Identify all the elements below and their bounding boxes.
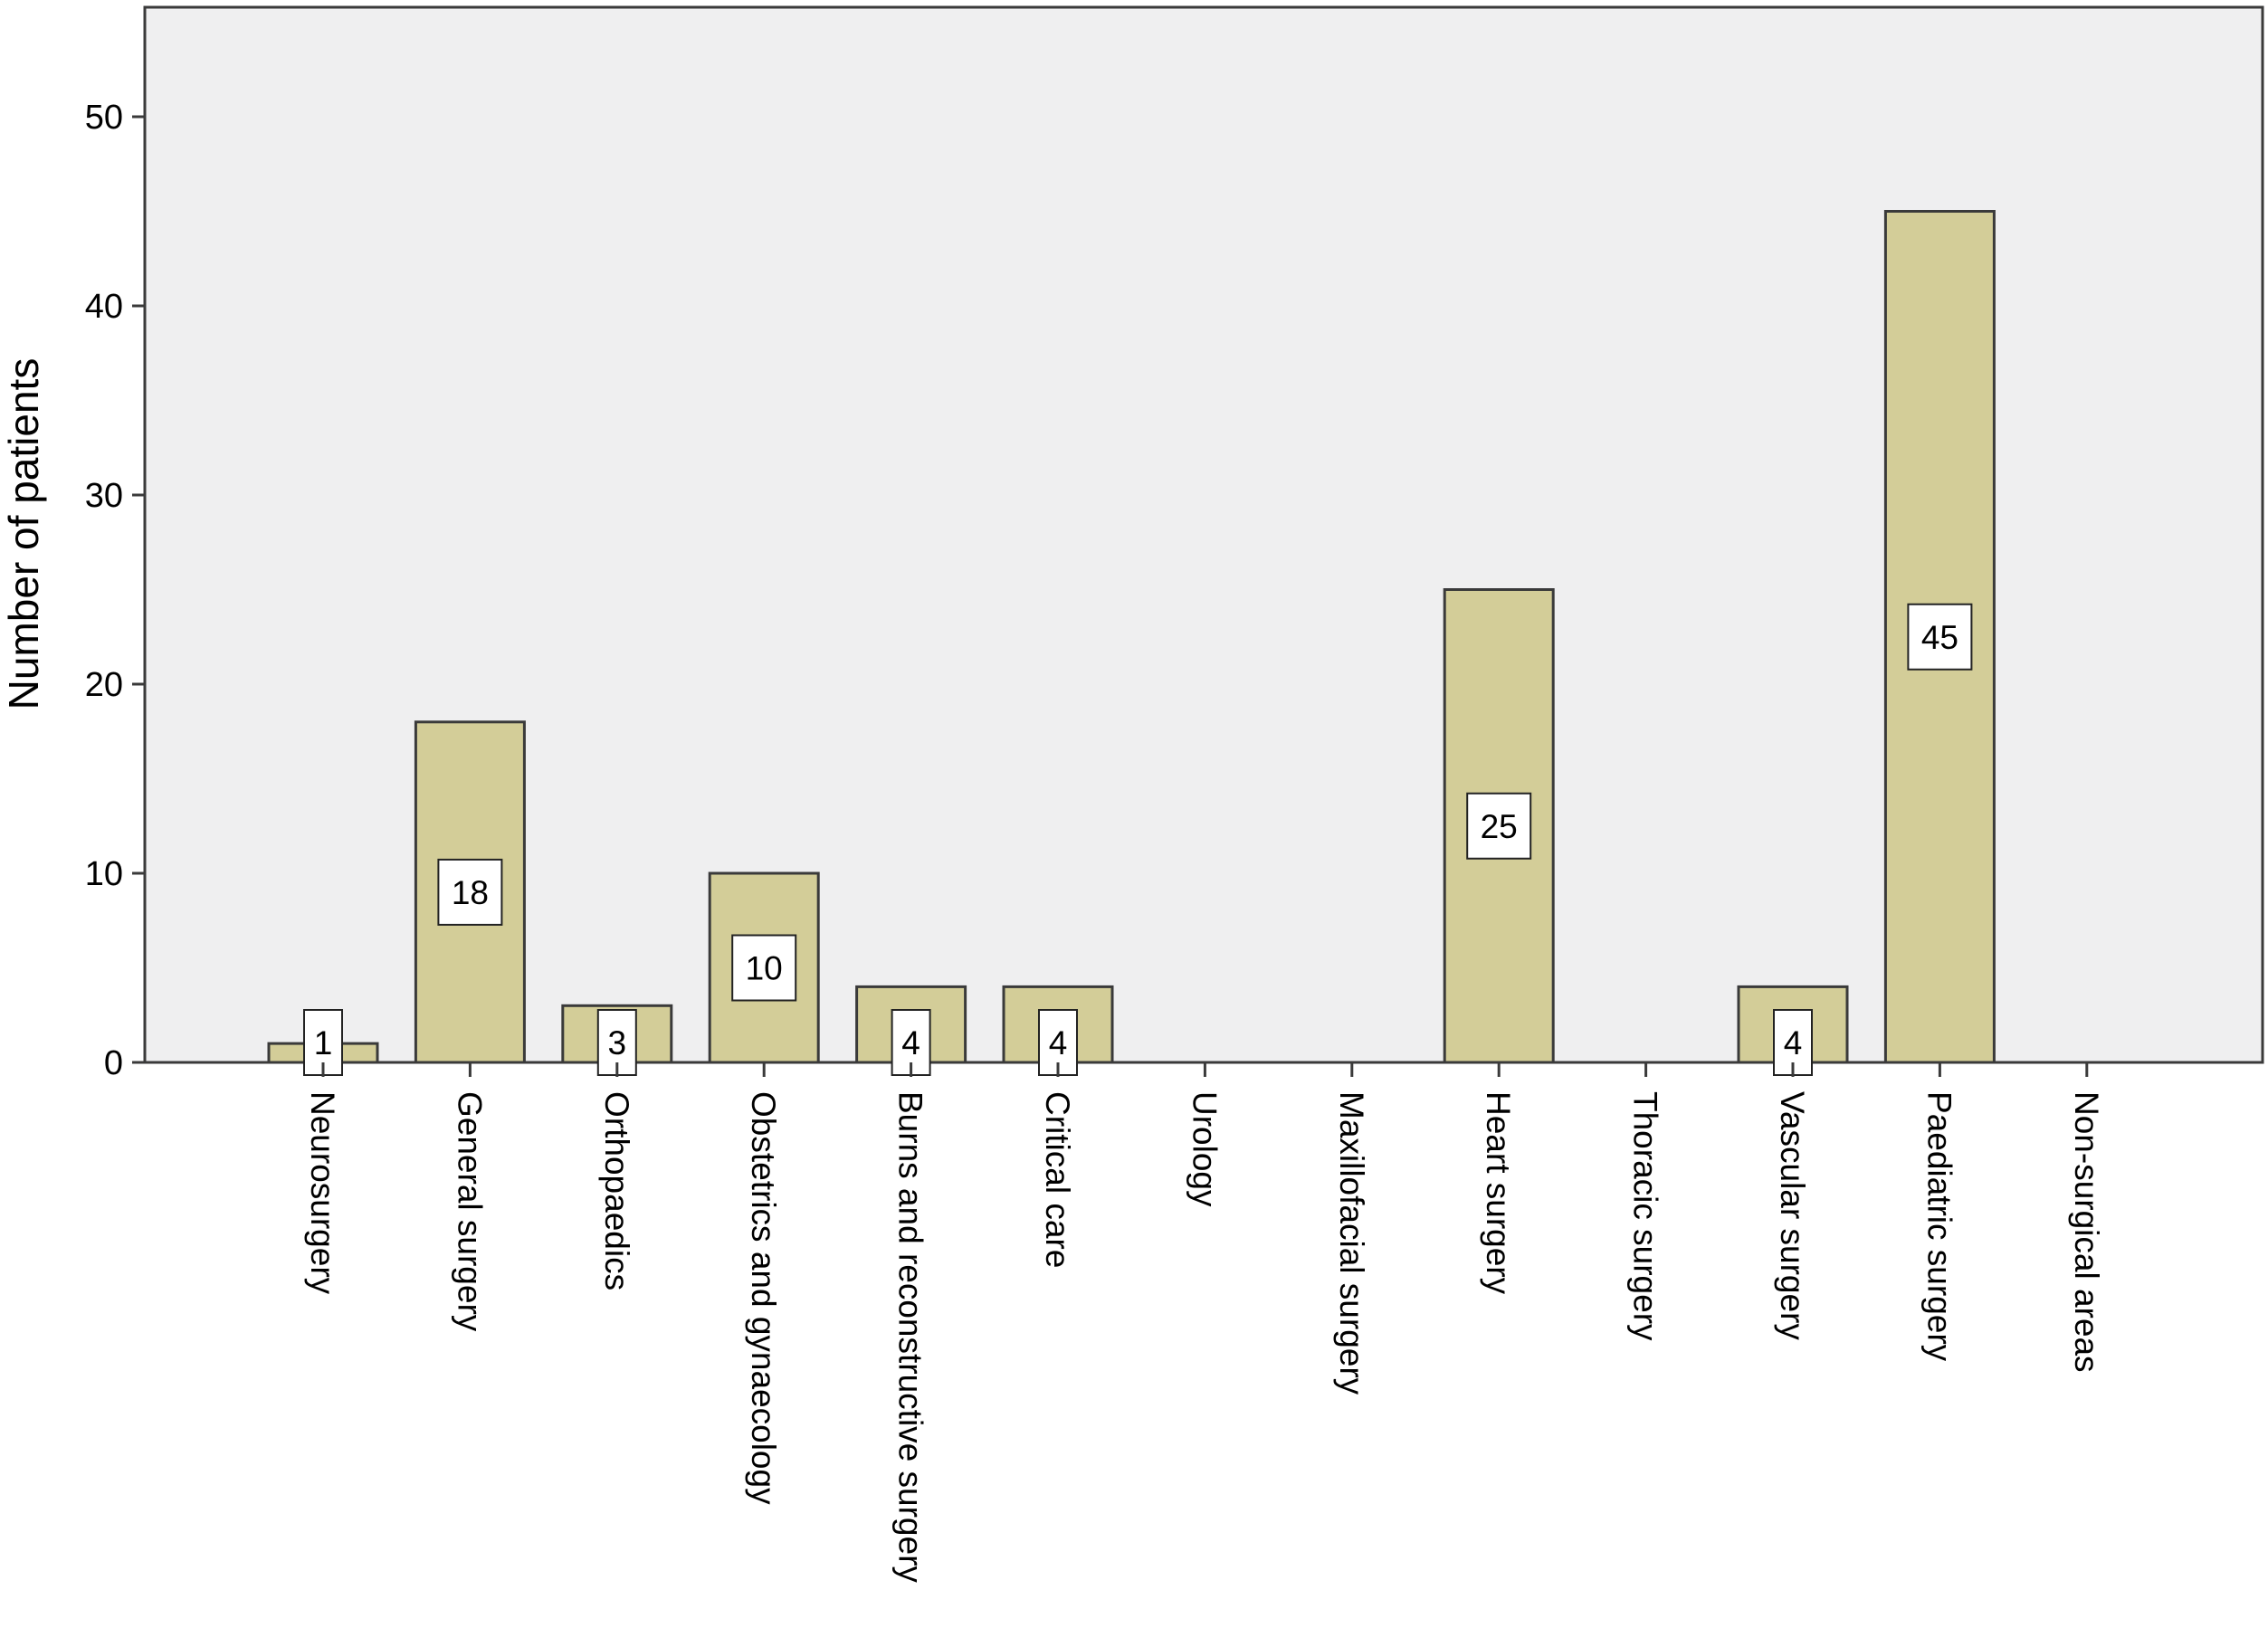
x-tick-label: General surgery [451, 1091, 488, 1332]
y-tick-label: 10 [85, 855, 123, 893]
data-label: 10 [746, 950, 783, 987]
data-label: 4 [901, 1024, 920, 1062]
x-tick-label: Vascular surgery [1774, 1091, 1811, 1340]
y-tick-label: 30 [85, 477, 123, 515]
data-label: 4 [1784, 1024, 1803, 1062]
x-tick-label: Critical care [1039, 1091, 1076, 1268]
x-tick-label: Heart surgery [1480, 1091, 1517, 1295]
x-tick-label: Orthopaedics [598, 1091, 635, 1290]
data-label-box [1466, 792, 1532, 860]
data-label: 1 [314, 1024, 333, 1062]
x-axis: Neurosurgery General surgery Orthopaedics O… [304, 1062, 2105, 1583]
y-tick-label: 20 [85, 666, 123, 704]
y-tick-label: 50 [85, 99, 123, 137]
x-tick-label: Maxillofacial surgery [1333, 1091, 1370, 1395]
data-label-box [1907, 603, 1973, 671]
bar-series: 1 18 3 10 4 4 25 4 45 [267, 210, 1996, 1076]
x-tick-label: Neurosurgery [304, 1091, 341, 1295]
x-tick-label: Paediatric surgery [1920, 1091, 1958, 1362]
y-axis-label: Number of patients [0, 358, 47, 710]
data-label-box [731, 934, 797, 1002]
x-tick-label: Non-surgical areas [2068, 1091, 2105, 1373]
x-tick-label: Thoracic surgery [1627, 1091, 1664, 1341]
data-label-box [437, 858, 503, 926]
y-axis: 0 10 20 30 40 50 [85, 99, 145, 1082]
data-label: 45 [1921, 619, 1958, 656]
data-label: 18 [452, 874, 489, 911]
y-tick-label: 40 [85, 288, 123, 326]
x-tick-label: Burns and reconstructive surgery [892, 1091, 929, 1583]
x-tick-label: Urology [1186, 1091, 1223, 1207]
y-tick-label: 0 [104, 1044, 123, 1082]
data-label: 4 [1049, 1024, 1068, 1062]
data-label: 3 [608, 1024, 627, 1062]
data-label: 25 [1481, 808, 1518, 845]
x-tick-label: Obstetrics and gynaecology [745, 1091, 782, 1505]
